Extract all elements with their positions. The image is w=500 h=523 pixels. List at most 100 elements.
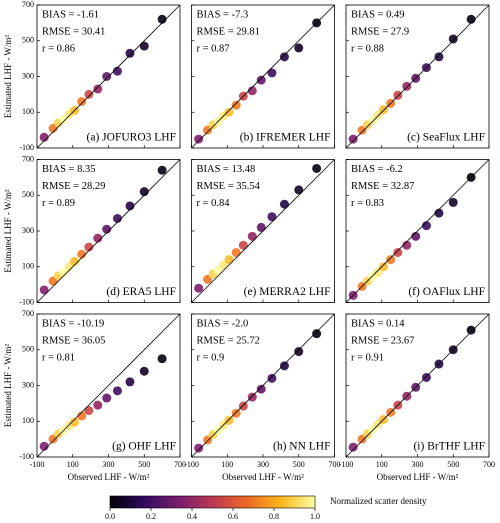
stat-text: r = 0.88 xyxy=(351,43,384,54)
point xyxy=(294,185,304,195)
point xyxy=(194,283,204,293)
point xyxy=(39,441,49,451)
one-to-one-line xyxy=(191,4,335,149)
point xyxy=(267,373,277,383)
point xyxy=(70,417,80,427)
point xyxy=(77,249,87,259)
point xyxy=(125,48,135,58)
stat-text: RMSE = 30.41 xyxy=(42,26,105,37)
y-tick-label: 500 xyxy=(22,190,34,199)
one-to-one-line xyxy=(191,159,335,303)
point xyxy=(194,134,204,144)
point xyxy=(112,213,122,223)
x-tick-label: 100 xyxy=(67,460,79,469)
point xyxy=(125,201,135,211)
y-tick-label: -100 xyxy=(19,143,34,152)
colorbar xyxy=(109,495,316,509)
point xyxy=(231,247,241,257)
x-tick-label: -100 xyxy=(339,460,354,469)
point xyxy=(267,68,277,78)
panel-label: (e) MERRA2 LHF xyxy=(244,286,331,298)
point xyxy=(247,392,257,402)
point xyxy=(39,285,49,295)
y-tick-label: 500 xyxy=(22,345,34,354)
point xyxy=(139,366,149,376)
stat-text: r = 0.9 xyxy=(197,352,225,363)
stat-text: BIAS = -6.2 xyxy=(351,164,403,175)
stat-text: r = 0.87 xyxy=(197,43,230,54)
panel: BIAS = -6.2 RMSE = 32.87 r = 0.83 (f) OAFlu… xyxy=(345,159,490,303)
point xyxy=(466,325,476,335)
stat-text: RMSE = 29.81 xyxy=(197,26,260,37)
stat-text: r = 0.81 xyxy=(42,352,75,363)
y-tick-label: -100 xyxy=(19,452,34,461)
x-tick-label: 300 xyxy=(412,460,424,469)
point xyxy=(448,197,458,207)
stat-text: RMSE = 25.72 xyxy=(197,335,260,346)
point xyxy=(157,14,167,24)
point xyxy=(102,393,112,403)
stat-text: r = 0.89 xyxy=(42,198,75,209)
y-axis-label: Estimated LHF - W/m² xyxy=(3,35,13,119)
stat-text: r = 0.86 xyxy=(42,43,75,54)
point xyxy=(247,86,257,96)
stat-text: r = 0.84 xyxy=(197,198,231,209)
stat-text: RMSE = 35.54 xyxy=(197,181,261,192)
point xyxy=(112,386,122,396)
y-tick-label: 300 xyxy=(22,380,34,389)
point xyxy=(256,75,266,85)
stat-text: BIAS = -7.3 xyxy=(197,9,249,20)
point xyxy=(231,100,241,110)
point xyxy=(312,329,322,339)
one-to-one-line xyxy=(345,159,490,303)
point xyxy=(102,224,112,234)
point xyxy=(238,401,248,411)
point xyxy=(402,81,412,91)
point xyxy=(421,221,431,231)
point xyxy=(224,255,234,265)
one-to-one-line xyxy=(36,313,181,458)
panel-label: (d) ERA5 LHF xyxy=(106,286,176,298)
y-tick-label: 100 xyxy=(22,107,34,116)
point xyxy=(247,231,257,241)
point xyxy=(256,384,266,394)
panel: -100 100 300 500 700 BIAS = -2.0 RMSE = 25.72 r… xyxy=(184,313,341,482)
point xyxy=(294,347,304,357)
y-tick-label: 300 xyxy=(22,226,34,235)
panel: BIAS = 0.49 RMSE = 27.9 r = 0.88 (c) SeaFlu… xyxy=(345,4,490,149)
point xyxy=(348,442,358,452)
y-tick-label: -100 xyxy=(19,297,34,306)
point xyxy=(224,415,234,425)
x-tick-label: -100 xyxy=(184,460,199,469)
y-tick-label: 700 xyxy=(22,0,34,9)
panel-label: (i) BrTHF LHF xyxy=(413,441,485,453)
panel: -100 100 300 500 700 BIAS = 0.14 RMSE = 23.67 r… xyxy=(339,313,495,482)
panel: BIAS = -7.3 RMSE = 29.81 r = 0.87 (b) IFREM… xyxy=(191,4,335,149)
colorbar-tick-label: 0.6 xyxy=(228,512,238,521)
stat-text: RMSE = 28.29 xyxy=(42,181,105,192)
colorbar-tick-label: 0.4 xyxy=(187,512,197,521)
x-axis-label: Observed LHF - W/m² xyxy=(222,472,304,482)
point xyxy=(84,406,94,416)
stat-text: BIAS = 0.49 xyxy=(351,9,404,20)
point xyxy=(70,256,80,266)
stat-text: RMSE = 36.05 xyxy=(42,335,105,346)
point xyxy=(139,187,149,197)
panel-label: (g) OHF LHF xyxy=(112,441,176,453)
stat-text: BIAS = -10.19 xyxy=(42,318,104,329)
point xyxy=(279,361,289,371)
point xyxy=(194,443,204,453)
stat-text: BIAS = 0.14 xyxy=(351,318,405,329)
point xyxy=(256,222,266,232)
panel-label: (f) OAFlux LHF xyxy=(408,286,485,298)
one-to-one-line xyxy=(345,4,490,149)
colorbar-tick-label: 0.2 xyxy=(146,512,156,521)
stat-text: BIAS = 8.35 xyxy=(42,164,95,175)
point xyxy=(139,41,149,51)
x-tick-label: -100 xyxy=(30,460,45,469)
x-tick-label: 300 xyxy=(257,460,269,469)
point xyxy=(93,84,103,94)
point xyxy=(386,255,396,265)
point xyxy=(77,97,87,107)
point xyxy=(379,105,389,115)
